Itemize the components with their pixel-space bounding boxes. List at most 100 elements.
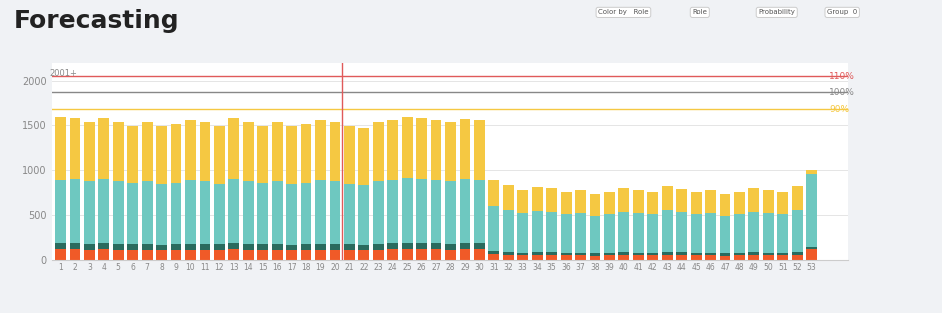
Bar <box>503 185 513 210</box>
Bar <box>228 249 239 260</box>
Bar <box>576 213 586 253</box>
Bar <box>70 179 80 244</box>
Bar <box>576 253 586 255</box>
Bar <box>676 255 687 260</box>
Bar <box>734 192 745 214</box>
Bar <box>359 128 369 185</box>
Bar <box>792 210 803 252</box>
Bar <box>185 244 196 250</box>
Bar <box>734 253 745 255</box>
Bar <box>590 256 600 260</box>
Bar <box>777 192 788 214</box>
Bar <box>271 244 283 250</box>
Bar <box>127 250 138 260</box>
Bar <box>344 183 355 244</box>
Bar <box>706 190 716 213</box>
Bar <box>185 250 196 260</box>
Bar <box>228 179 239 244</box>
Bar <box>243 244 253 250</box>
Bar <box>460 243 470 249</box>
Bar <box>141 250 153 260</box>
Bar <box>489 251 499 254</box>
Bar <box>690 253 702 255</box>
Bar <box>156 250 167 260</box>
Bar <box>416 243 427 249</box>
Bar <box>489 180 499 207</box>
Bar <box>359 245 369 250</box>
Bar <box>171 250 182 260</box>
Bar <box>576 190 586 213</box>
Bar <box>141 244 153 250</box>
Bar <box>633 190 643 213</box>
Bar <box>113 250 123 260</box>
Bar <box>734 214 745 253</box>
Bar <box>474 180 485 244</box>
Bar <box>474 244 485 249</box>
Bar <box>532 255 543 260</box>
Bar <box>55 249 66 260</box>
Bar <box>546 255 557 260</box>
Bar <box>763 253 773 255</box>
Bar <box>474 249 485 260</box>
Bar <box>156 245 167 250</box>
Bar <box>286 245 297 250</box>
Bar <box>460 119 470 179</box>
Bar <box>489 207 499 251</box>
Bar <box>243 181 253 244</box>
Bar <box>676 252 687 255</box>
Bar <box>690 192 702 214</box>
Bar <box>257 126 268 183</box>
Bar <box>315 120 326 180</box>
Bar <box>806 174 817 247</box>
Text: Forecasting: Forecasting <box>14 9 180 33</box>
Bar <box>647 192 658 214</box>
Bar <box>228 244 239 249</box>
Bar <box>55 180 66 243</box>
Bar <box>171 124 182 182</box>
Bar <box>286 126 297 184</box>
Bar <box>546 252 557 255</box>
Text: Role: Role <box>692 9 707 15</box>
Bar <box>330 250 340 260</box>
Bar <box>113 122 123 181</box>
Bar <box>70 244 80 249</box>
Bar <box>430 180 442 244</box>
Bar <box>662 210 673 252</box>
Bar <box>84 181 95 244</box>
Bar <box>604 214 615 253</box>
Bar <box>706 253 716 255</box>
Bar <box>171 182 182 244</box>
Bar <box>604 192 615 214</box>
Bar <box>70 118 80 179</box>
Bar <box>560 214 572 253</box>
Bar <box>489 254 499 260</box>
Bar <box>373 250 383 260</box>
Bar <box>619 255 629 260</box>
Bar <box>517 213 528 253</box>
Text: Color by   Role: Color by Role <box>598 9 649 15</box>
Bar <box>373 122 383 181</box>
Bar <box>373 181 383 244</box>
Bar <box>200 250 210 260</box>
Bar <box>300 124 312 182</box>
Bar <box>315 180 326 244</box>
Bar <box>359 185 369 245</box>
Bar <box>503 210 513 252</box>
Bar <box>214 244 225 250</box>
Bar <box>619 188 629 212</box>
Bar <box>257 244 268 250</box>
Text: Group  0: Group 0 <box>827 9 857 15</box>
Bar <box>532 252 543 255</box>
Bar <box>98 244 109 249</box>
Bar <box>402 249 413 260</box>
Bar <box>141 181 153 244</box>
Bar <box>387 180 398 244</box>
Bar <box>344 126 355 183</box>
Bar <box>373 244 383 250</box>
Bar <box>243 250 253 260</box>
Bar <box>590 194 600 216</box>
Bar <box>228 118 239 179</box>
Bar <box>98 118 109 179</box>
Text: Probability: Probability <box>758 9 795 15</box>
Bar <box>214 250 225 260</box>
